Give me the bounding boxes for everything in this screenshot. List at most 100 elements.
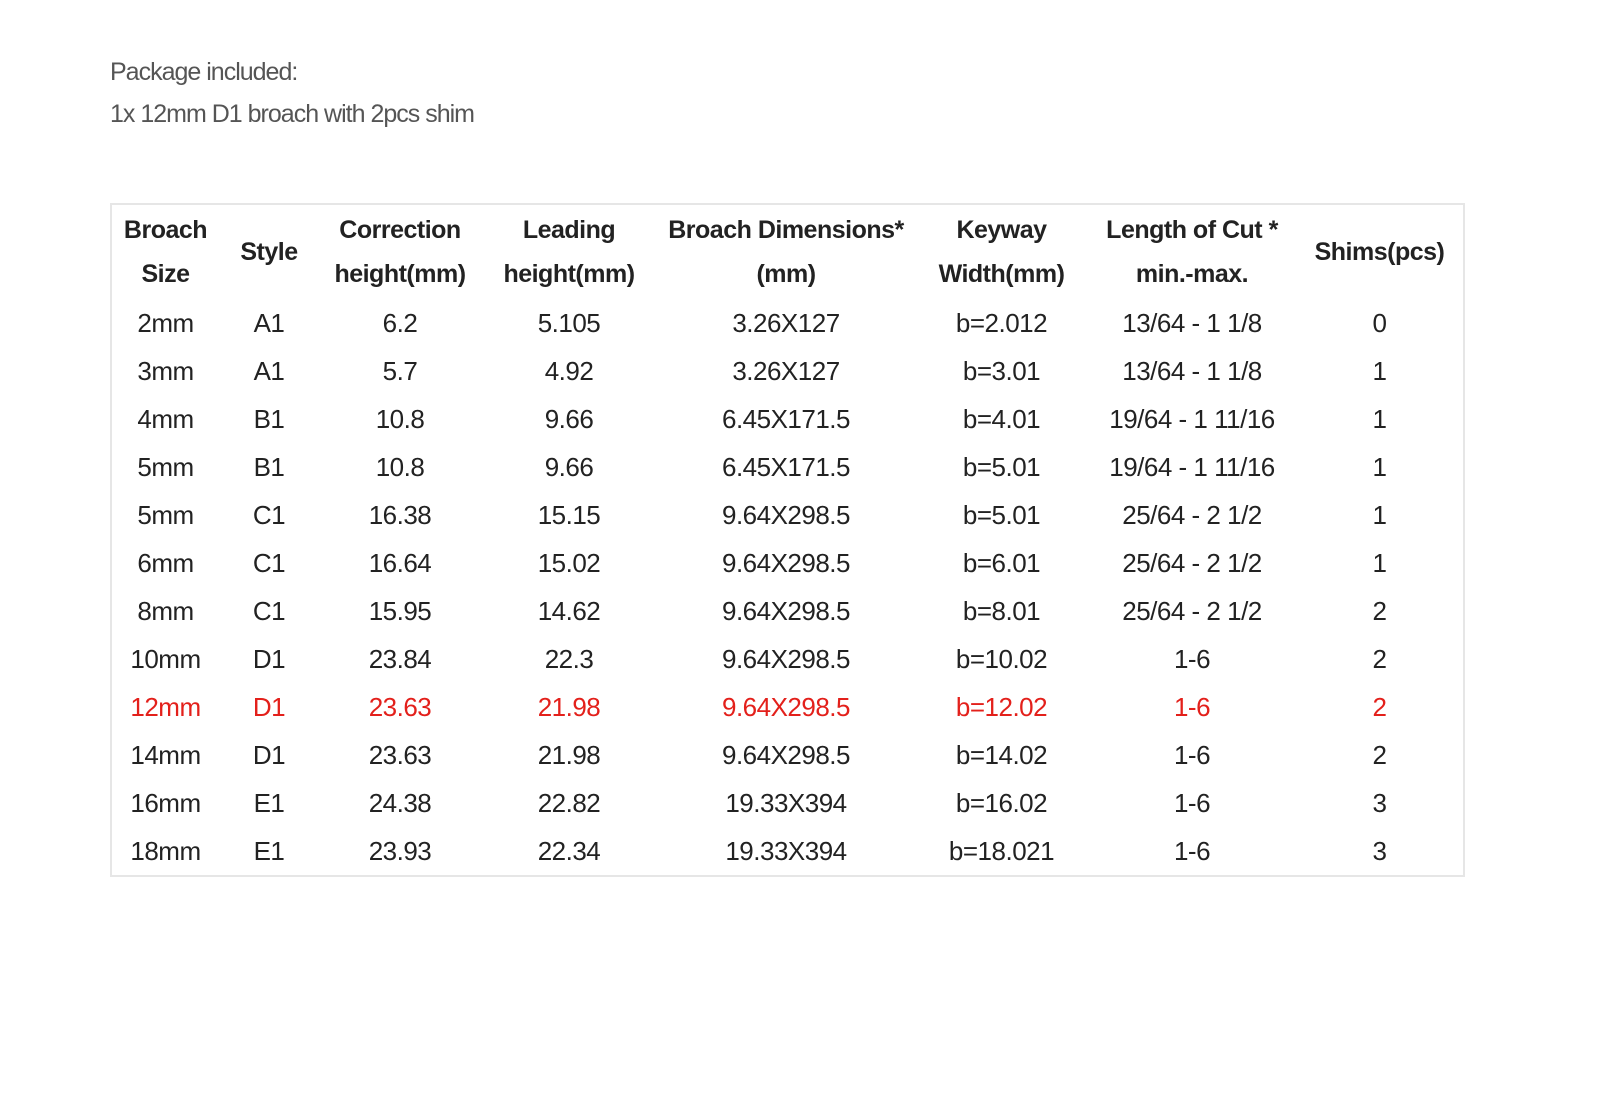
- table-cell: 22.34: [537, 835, 601, 866]
- table-cell: 1: [1372, 547, 1387, 578]
- table-cell: 5mm: [137, 499, 194, 530]
- table-cell: 6.45X171.5: [721, 403, 851, 434]
- table-cell: 3.26X127: [732, 355, 840, 386]
- table-cell: 3mm: [137, 355, 194, 386]
- table-cell: b=12.02: [955, 691, 1048, 722]
- table-cell: 2: [1372, 643, 1387, 674]
- header-cell: Correction height(mm): [319, 204, 481, 299]
- table-cell: 3.26X127: [732, 307, 840, 338]
- table-row: 5mm C1 16.38 15.15 9.64X298.5 b=5.01 25/64 - 2…: [111, 491, 1464, 539]
- table-cell: 21.98: [537, 691, 601, 722]
- table-cell: 19/64 - 1 11/16: [1109, 403, 1275, 434]
- table-cell: 9.64X298.5: [721, 595, 851, 626]
- table-cell: 13/64 - 1 1/8: [1122, 307, 1262, 338]
- table-cell: 9.66: [544, 403, 594, 434]
- table-row: 3mm A1 5.7 4.92 3.26X127 b=3.01 13/64 - 1 1/8 1: [111, 347, 1464, 395]
- table-cell: 10mm: [130, 643, 201, 674]
- table-cell: D1: [252, 643, 286, 674]
- table-cell: 2: [1372, 595, 1387, 626]
- table-cell: b=5.01: [962, 499, 1041, 530]
- header-cell: Length of Cut * min.-max.: [1088, 204, 1296, 299]
- table-cell: b=16.02: [955, 787, 1048, 818]
- table-cell: 15.15: [537, 499, 601, 530]
- header-cell: Style: [219, 204, 319, 299]
- table-row: 6mm C1 16.64 15.02 9.64X298.5 b=6.01 25/64 - 2…: [111, 539, 1464, 587]
- table-cell: 16mm: [130, 787, 201, 818]
- table-cell: 8mm: [137, 595, 194, 626]
- header-line: (mm): [756, 260, 816, 288]
- table-cell: 23.63: [368, 691, 432, 722]
- table-cell: 25/64 - 2 1/2: [1122, 499, 1262, 530]
- table-cell: 1-6: [1173, 643, 1211, 674]
- table-cell: 5mm: [137, 451, 194, 482]
- table-cell: 14mm: [130, 739, 201, 770]
- table-cell: 0: [1372, 307, 1387, 338]
- table-cell: 3: [1372, 787, 1387, 818]
- table-cell: 22.3: [544, 643, 594, 674]
- header-line: Correction: [339, 216, 461, 244]
- table-cell: 13/64 - 1 1/8: [1122, 355, 1262, 386]
- table-cell: B1: [253, 403, 285, 434]
- header-cell: Keyway Width(mm): [915, 204, 1088, 299]
- table-cell: b=14.02: [955, 739, 1048, 770]
- header-cell: Broach Size: [111, 204, 219, 299]
- table-cell: 9.66: [544, 451, 594, 482]
- table-cell: 21.98: [537, 739, 601, 770]
- table-row: 2mm A1 6.2 5.105 3.26X127 b=2.012 13/64 - 1 1/…: [111, 299, 1464, 347]
- header-line: Shims(pcs): [1314, 238, 1445, 266]
- table-cell: C1: [252, 547, 286, 578]
- table-cell: D1: [252, 691, 286, 722]
- table-cell: C1: [252, 499, 286, 530]
- table-cell: D1: [252, 739, 286, 770]
- table-cell: 25/64 - 2 1/2: [1122, 595, 1262, 626]
- table-row: 18mm E1 23.93 22.34 19.33X394 b=18.021 1-6 3: [111, 827, 1464, 876]
- table-cell: A1: [253, 307, 285, 338]
- table-cell: 23.84: [368, 643, 432, 674]
- table-cell: 6mm: [137, 547, 194, 578]
- table-cell: 4.92: [544, 355, 594, 386]
- table-cell: b=2.012: [955, 307, 1048, 338]
- table-row: 4mm B1 10.8 9.66 6.45X171.5 b=4.01 19/64 - 1 1…: [111, 395, 1464, 443]
- spec-table: Broach Size Style Correction height(mm) Leadi…: [110, 203, 1465, 877]
- table-cell: 12mm: [130, 691, 201, 722]
- table-cell: 1-6: [1173, 691, 1211, 722]
- table-cell: 16.64: [368, 547, 432, 578]
- table-cell: b=3.01: [962, 355, 1041, 386]
- header-row: Broach Size Style Correction height(mm) Leadi…: [111, 204, 1464, 299]
- table-cell: C1: [252, 595, 286, 626]
- table-cell: E1: [253, 835, 285, 866]
- header-line: height(mm): [503, 260, 635, 288]
- table-cell: 9.64X298.5: [721, 643, 851, 674]
- table-row: 5mm B1 10.8 9.66 6.45X171.5 b=5.01 19/64 - 1 1…: [111, 443, 1464, 491]
- table-cell: 5.105: [537, 307, 601, 338]
- table-cell: 16.38: [368, 499, 432, 530]
- header-line: Broach Dimensions*: [668, 216, 904, 244]
- table-cell: 2: [1372, 691, 1387, 722]
- table-cell: 2: [1372, 739, 1387, 770]
- table-cell: 24.38: [368, 787, 432, 818]
- table-cell: 25/64 - 2 1/2: [1122, 547, 1262, 578]
- table-cell: b=10.02: [955, 643, 1048, 674]
- header-cell: Leading height(mm): [481, 204, 657, 299]
- table-cell: 1: [1372, 499, 1387, 530]
- table-cell: 1: [1372, 355, 1387, 386]
- table-cell: 23.93: [368, 835, 432, 866]
- table-cell: 1-6: [1173, 787, 1211, 818]
- table-cell: B1: [253, 451, 285, 482]
- header-line: Broach: [123, 216, 208, 244]
- header-line: Keyway: [956, 216, 1047, 244]
- table-row: 12mm D1 23.63 21.98 9.64X298.5 b=12.02 1-6 2: [111, 683, 1464, 731]
- header-line: min.-max.: [1135, 260, 1249, 288]
- table-cell: 15.95: [368, 595, 432, 626]
- package-item: 1x 12mm D1 broach with 2pcs shim: [110, 100, 475, 128]
- table-cell: 22.82: [537, 787, 601, 818]
- table-cell: 3: [1372, 835, 1387, 866]
- header-line: Leading: [522, 216, 616, 244]
- table-cell: b=4.01: [962, 403, 1041, 434]
- package-title: Package included:: [110, 58, 298, 86]
- table-cell: 19.33X394: [725, 835, 847, 866]
- header-cell: Shims(pcs): [1296, 204, 1464, 299]
- table-row: 8mm C1 15.95 14.62 9.64X298.5 b=8.01 25/64 - 2…: [111, 587, 1464, 635]
- table-cell: 6.2: [382, 307, 418, 338]
